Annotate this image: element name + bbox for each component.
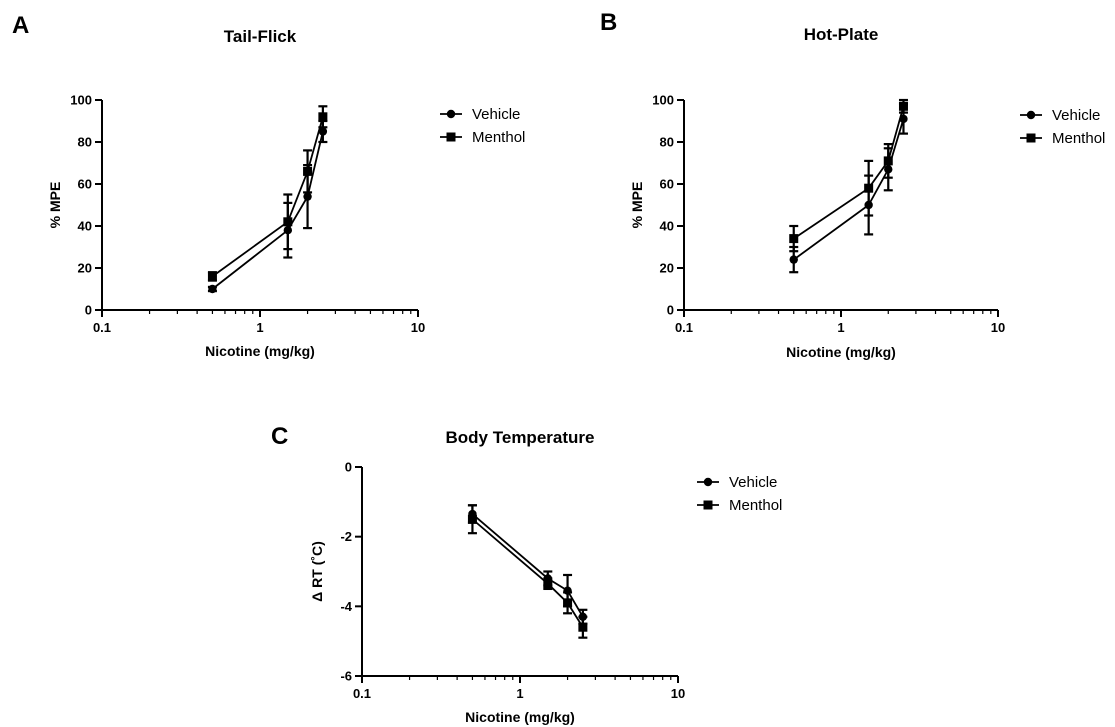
data-point-menthol <box>864 183 874 193</box>
x-tick-label: 10 <box>671 686 685 701</box>
legend-label-vehicle: Vehicle <box>472 106 520 123</box>
y-tick-label: 0 <box>85 303 92 318</box>
data-point-menthol <box>883 156 893 166</box>
x-tick-label: 1 <box>516 686 523 701</box>
y-tick-label: -6 <box>340 669 352 684</box>
series-line-menthol <box>793 106 905 240</box>
legend-label-vehicle: Vehicle <box>1052 107 1100 124</box>
data-point-menthol <box>318 112 328 122</box>
y-tick-label: 0 <box>345 460 352 475</box>
y-tick-label: -4 <box>340 599 352 614</box>
y-axis-label: % MPE <box>47 182 63 229</box>
data-point-vehicle <box>303 192 312 201</box>
x-axis-label: Nicotine (mg/kg) <box>786 344 896 360</box>
data-point-vehicle <box>789 255 798 264</box>
legend-label-vehicle: Vehicle <box>729 474 777 491</box>
y-tick-label: -2 <box>340 529 352 544</box>
chart-title: Tail-Flick <box>224 27 297 46</box>
y-tick-label: 60 <box>78 177 92 192</box>
y-axis-label: % MPE <box>629 182 645 229</box>
legend-marker-vehicle <box>703 477 713 487</box>
y-tick-label: 20 <box>78 261 92 276</box>
x-tick-label: 1 <box>256 320 263 335</box>
y-tick-label: 40 <box>78 219 92 234</box>
x-tick-label: 10 <box>411 320 425 335</box>
panel-letter-c: C <box>271 423 288 450</box>
data-point-menthol <box>303 166 313 176</box>
data-point-menthol <box>283 217 293 227</box>
data-point-menthol <box>578 622 588 632</box>
legend-marker-menthol <box>1026 133 1036 143</box>
series-line-menthol <box>471 518 584 628</box>
legend-marker-menthol <box>703 500 713 510</box>
legend-marker-menthol <box>446 132 456 142</box>
data-point-menthol <box>789 234 799 244</box>
x-tick-label: 0.1 <box>353 686 371 701</box>
y-tick-label: 100 <box>70 93 92 108</box>
y-tick-label: 20 <box>660 261 674 276</box>
y-tick-label: 80 <box>78 135 92 150</box>
data-point-menthol <box>467 514 477 524</box>
data-point-menthol <box>898 101 908 111</box>
data-point-vehicle <box>208 284 217 294</box>
panel-letter-a: A <box>12 12 29 39</box>
x-tick-label: 0.1 <box>675 320 693 335</box>
series-line-vehicle <box>471 513 584 618</box>
legend-label-menthol: Menthol <box>729 497 782 514</box>
legend-marker-vehicle <box>446 109 456 119</box>
y-tick-label: 100 <box>652 93 674 108</box>
x-tick-label: 0.1 <box>93 320 111 335</box>
x-axis-label: Nicotine (mg/kg) <box>465 709 575 725</box>
y-tick-label: 0 <box>667 303 674 318</box>
chart-title: Body Temperature <box>446 428 595 447</box>
chart-title: Hot-Plate <box>804 25 879 44</box>
data-point-vehicle <box>318 127 328 136</box>
x-tick-label: 1 <box>837 320 844 335</box>
data-point-menthol <box>207 271 217 281</box>
legend-label-menthol: Menthol <box>472 129 525 146</box>
chart-panel-body-temperature: Body Temperature 0.1 1 10 0 -2 -4 -6 Nicotine (m… <box>309 428 782 725</box>
legend-marker-vehicle <box>1026 110 1036 120</box>
series-line-menthol <box>211 116 324 278</box>
legend-label-menthol: Menthol <box>1052 130 1105 147</box>
y-tick-label: 40 <box>660 219 674 234</box>
data-point-menthol <box>563 598 573 608</box>
x-axis-label: Nicotine (mg/kg) <box>205 343 315 359</box>
y-tick-label: 80 <box>660 135 674 150</box>
y-tick-label: 60 <box>660 177 674 192</box>
data-point-menthol <box>543 579 553 589</box>
x-tick-label: 10 <box>991 320 1005 335</box>
panel-letter-b: B <box>600 9 617 36</box>
y-axis-label: Δ RT (˚C) <box>309 541 325 602</box>
series-line-vehicle <box>211 131 324 290</box>
series-line-vehicle <box>793 118 905 261</box>
